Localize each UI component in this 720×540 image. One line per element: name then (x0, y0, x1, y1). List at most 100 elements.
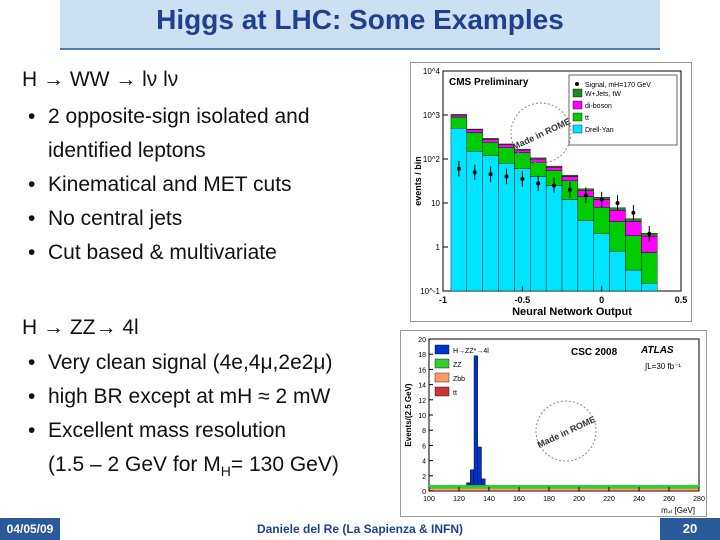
legend-signal-label: Signal, mH=170 GeV (585, 82, 651, 89)
section2-heading: H → ZZ→ 4l (22, 316, 139, 339)
bullet-text: 2 opposite-sign isolated and (48, 105, 310, 128)
bar-signal (481, 478, 486, 486)
y-tick-label: 10^3 (423, 111, 441, 120)
x-axis-label: m₄ₗ [GeV] (661, 506, 695, 515)
bar-di-boson (545, 167, 563, 171)
stamp-ring (535, 400, 597, 462)
title-band (60, 0, 660, 50)
bar-di-boson (466, 129, 483, 133)
bar-drell-yan (577, 220, 594, 292)
y-axis-label: events / bin (413, 156, 423, 206)
y-tick-label: 10^4 (423, 67, 441, 76)
signal-point (536, 181, 541, 186)
signal-point (472, 170, 477, 175)
bar-di-boson (561, 176, 579, 181)
bullet-dot: • (28, 385, 36, 408)
bar-drell-yan (561, 199, 579, 292)
legend-swatch (572, 124, 583, 134)
x-tick-label: 260 (663, 496, 675, 503)
legend-swatch (572, 100, 583, 110)
x-tick-label: 180 (543, 496, 555, 503)
signal-point (647, 231, 652, 236)
legend-label: Drell-Yan (585, 127, 614, 134)
signal-point (615, 201, 620, 205)
atlas-m4l-chart: 0 2 4 6 8 10 12 14 16 18 20 100 120 140 160 180 200 220 24… (404, 337, 705, 515)
x-tick-label: -1 (439, 295, 447, 305)
bar-tt (625, 235, 642, 271)
bar-drell-yan (641, 283, 658, 292)
cms-nn-plot: 10^-1 1 10 10^2 10^3 10^4 -1 -0.5 0 0.5 Neural Net… (410, 62, 692, 322)
bar-tt (641, 252, 658, 284)
chart-title: CSC 2008 (571, 347, 618, 358)
y-tick-label: 12 (418, 398, 426, 405)
bar-w-jets-tw (466, 128, 483, 131)
bar-drell-yan (514, 168, 531, 292)
legend-swatch (434, 386, 450, 397)
legend-swatch (434, 358, 450, 369)
section1-bullet: • 2 opposite-sign isolated and (22, 100, 310, 134)
section2-bullet: • Very clean signal (4e,4μ,2e2μ) (22, 346, 339, 380)
legend-swatch (572, 88, 583, 98)
bar-tt (450, 116, 468, 129)
bar-tt (514, 152, 531, 169)
y-tick-label: 0 (422, 489, 426, 496)
bar-drell-yan (545, 185, 563, 292)
x-tick-label: -0.5 (515, 295, 531, 305)
signal-point (552, 183, 557, 188)
bar-di-boson (609, 210, 626, 222)
bar-w-jets-tw (530, 157, 547, 160)
bullet-text: Very clean signal (4e,4μ,2e2μ) (48, 351, 333, 374)
bar-drell-yan (593, 233, 610, 292)
legend-swatch (572, 112, 583, 122)
section1-bullets: • 2 opposite-sign isolated and identified… (22, 100, 310, 270)
legend-label: H→ZZ*→4l (453, 348, 489, 355)
signal-point (599, 197, 604, 202)
y-tick-label: 10^-1 (420, 287, 440, 296)
bar-tt (593, 207, 610, 234)
bullet-text: (1.5 – 2 GeV for M (48, 453, 221, 476)
x-tick-label: 140 (483, 496, 495, 503)
cms-nn-chart: 10^-1 1 10 10^2 10^3 10^4 -1 -0.5 0 0.5 Neural Net… (413, 67, 688, 318)
x-axis-label: Neural Network Output (512, 306, 632, 318)
bullet-dot: • (28, 419, 36, 442)
bullet-dot: • (28, 105, 36, 128)
bar-tt (466, 132, 483, 152)
bullet-subscript: H (220, 463, 231, 480)
bar-tt (498, 147, 515, 164)
bullet-dot: • (28, 173, 36, 196)
stamp-ring (510, 102, 572, 164)
footer-author: Daniele del Re (La Sapienza & INFN) (256, 522, 464, 536)
bullet-text: No central jets (48, 207, 183, 230)
signal-point (520, 177, 525, 182)
bullet-text: Cut based & multivariate (48, 241, 277, 264)
signal-point (631, 210, 636, 215)
legend-box (568, 74, 678, 146)
y-tick-label: 20 (418, 337, 426, 344)
y-tick-label: 8 (422, 428, 426, 435)
bar-di-boson (625, 221, 642, 236)
y-tick-label: 2 (422, 474, 426, 481)
section1-bullet-continuation: identified leptons (22, 134, 310, 168)
bar-drell-yan (450, 128, 468, 292)
section2-bullet-continuation: (1.5 – 2 GeV for MH= 130 GeV) (22, 448, 339, 488)
x-tick-label: 0.5 (675, 295, 688, 305)
signal-point (488, 172, 493, 177)
bullet-dot: • (28, 241, 36, 264)
lumi-label: ∫L=30 fb⁻¹ (644, 362, 681, 371)
signal-point (583, 193, 588, 198)
legend-label: Zbb (453, 376, 465, 383)
signal-point (504, 174, 509, 179)
bar-signal (477, 446, 482, 486)
x-tick-label: 120 (453, 496, 465, 503)
signal-point (456, 166, 461, 171)
y-tick-label: 10 (431, 199, 440, 208)
section2-bullet: • Excellent mass resolution (22, 414, 339, 448)
chart-subtitle: ATLAS (640, 345, 674, 356)
atlas-m4l-plot: 0 2 4 6 8 10 12 14 16 18 20 100 120 140 160 180 200 220 24… (400, 330, 707, 517)
bar-di-boson (482, 139, 499, 143)
bar-di-boson (530, 158, 547, 163)
bar-drell-yan (530, 176, 547, 292)
x-tick-label: 100 (423, 496, 435, 503)
x-tick-label: 280 (693, 496, 705, 503)
y-tick-label: 10 (418, 413, 426, 420)
